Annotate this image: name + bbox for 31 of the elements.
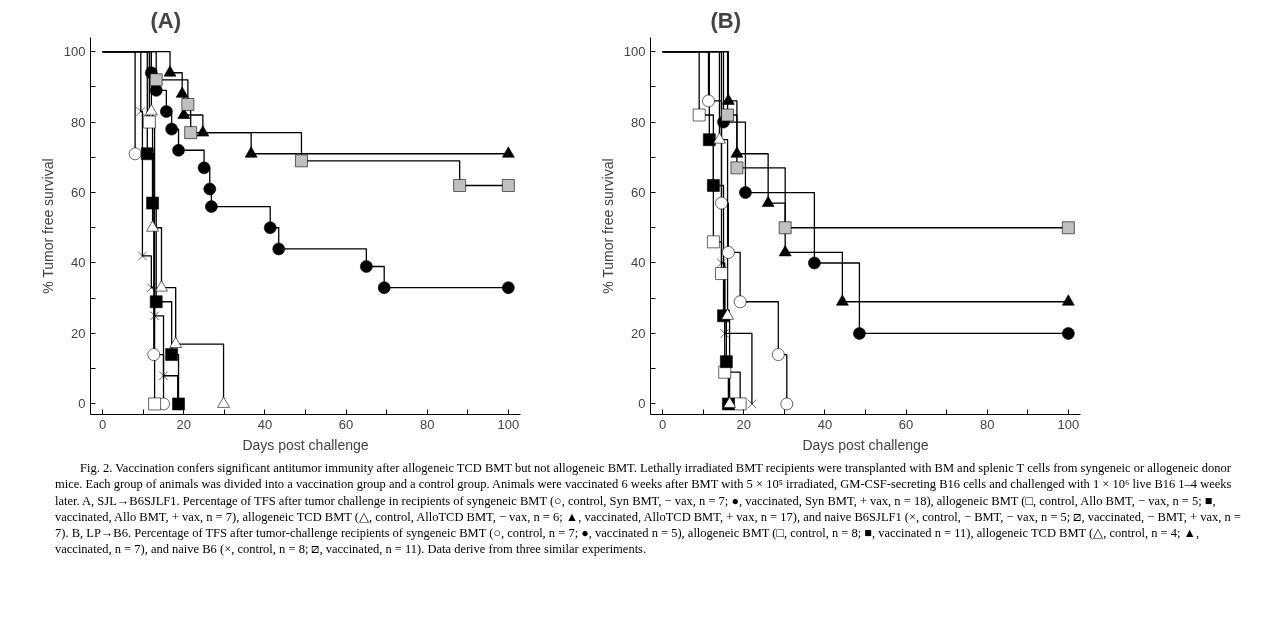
chart-title: (B) — [710, 7, 742, 33]
x-tick-label: 100 — [497, 416, 520, 432]
chart-title: (A) — [150, 7, 182, 33]
y-tick-label: 20 — [71, 325, 86, 341]
x-tick-label: 60 — [898, 416, 914, 432]
x-axis-title: Days post challenge — [802, 436, 929, 453]
y-tick-label: 60 — [71, 185, 86, 201]
x-tick-label: 20 — [736, 416, 752, 432]
y-axis-title: % Tumor free survival — [39, 158, 56, 294]
y-tick-label: 0 — [638, 396, 646, 412]
x-tick-label: 60 — [338, 416, 354, 432]
x-tick-label: 0 — [99, 416, 107, 432]
y-tick-label: 80 — [631, 114, 646, 130]
x-tick-label: 0 — [659, 416, 667, 432]
y-tick-label: 0 — [78, 396, 86, 412]
y-axis-title: % Tumor free survival — [599, 158, 616, 294]
y-tick-label: 40 — [631, 255, 646, 271]
x-axis-title: Days post challenge — [242, 436, 369, 453]
y-tick-label: 60 — [631, 185, 646, 201]
y-tick-label: 20 — [631, 325, 646, 341]
y-tick-label: 100 — [623, 44, 646, 60]
x-tick-label: 80 — [419, 416, 435, 432]
y-tick-label: 100 — [63, 44, 86, 60]
x-tick-label: 80 — [979, 416, 995, 432]
caption: Fig. 2. Vaccination confers significant antitumor immunity after allogeneic TCD BMT but not allogeneic BMT. Lethally irradiated BMT recipients were transplanted with BM and splenic T cells from syngeneic or allogeneic donor mice. Each group of animals was divided into a vaccination group and a control group. Animals were vaccinated 6 weeks after BMT with 5 × 10⁵ irradiated, GM-CSF-secreting B16 cells and challenged with 1 × 10⁶ live B16 1–4 weeks later. A, SJL→B6SJLF1. Percentage of TFS after tumor challenge in recipients of syngeneic BMT (○, control, Syn BMT, − vax, n = 7; ●, vaccinated, Syn BMT, + vax, n = 18), allogeneic BMT (□, control, Allo BMT, − vax, n = 5; ■, vaccinated, Allo BMT, + vax, n = 7), allogeneic TCD BMT (△, control, AlloTCD BMT, − vax, n = 6; ▲, vaccinated, AlloTCD BMT, + vax, n = 17), and naive B6SJLF1 (×, control, − BMT, − vax, n = 5; ⧄, vaccinated, − BMT, + vax, n = 7). B, LP→B6. Percentage of TFS after tumor-challenge recipients of syngeneic BMT (○, control, n = 7; ●, vaccinated n = 5), allogeneic BMT (□, control, n = 8; ■, vaccinated n = 11), allogeneic TCD BMT (△, control, n = 4; ▲, vaccinated, n = 7), and naive B6 (×, control, n = 8; ⧄, vaccinated, n = 11). Data derive from three similar experiments. — [55, 460, 1242, 558]
x-tick-label: 40 — [257, 416, 273, 432]
x-tick-label: 100 — [1057, 416, 1080, 432]
y-tick-label: 40 — [71, 255, 86, 271]
x-tick-label: 20 — [176, 416, 192, 432]
x-tick-label: 40 — [817, 416, 833, 432]
y-tick-label: 80 — [71, 114, 86, 130]
